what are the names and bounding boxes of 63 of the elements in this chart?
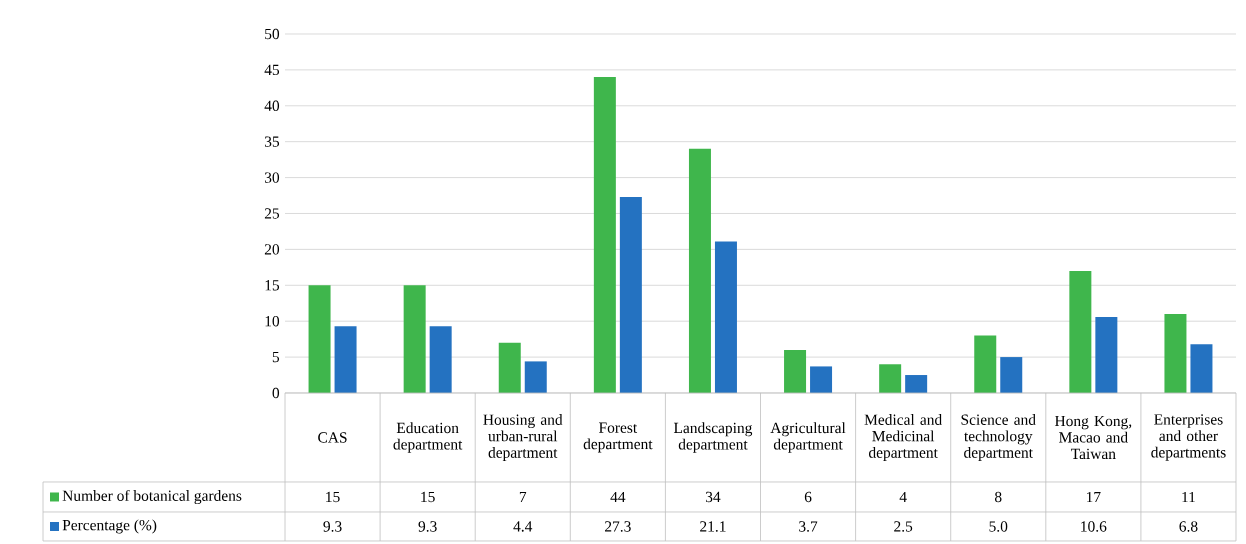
data-label: 27.3 <box>605 521 631 532</box>
data-label: 6.8 <box>1179 521 1198 532</box>
bar <box>905 375 928 393</box>
y-tick-label: 25 <box>264 208 280 219</box>
x-tick-label: Education department <box>393 422 463 453</box>
y-tick-label: 35 <box>264 136 280 147</box>
data-label: 7 <box>519 491 527 503</box>
data-label: 34 <box>705 491 721 503</box>
y-tick-label: 30 <box>264 172 280 183</box>
y-tick-label: 5 <box>272 351 280 363</box>
data-label: 9.3 <box>418 521 437 532</box>
y-tick-label: 10 <box>265 315 280 327</box>
x-tick-label: Science and technology department <box>961 414 1036 461</box>
bar <box>1000 357 1023 393</box>
bar <box>498 342 521 393</box>
data-label: 6 <box>804 491 812 503</box>
bar <box>524 361 547 393</box>
x-tick-label: Agricultural department <box>770 422 846 453</box>
data-label: 9.3 <box>323 521 342 532</box>
data-label: 5.0 <box>989 521 1008 532</box>
data-label: 3.7 <box>799 521 818 532</box>
x-tick-label: Forest department <box>583 422 653 453</box>
bar <box>403 285 426 393</box>
data-label: 8 <box>994 491 1002 503</box>
bar <box>308 285 331 393</box>
y-tick-label: 15 <box>265 280 280 291</box>
bar <box>334 326 357 393</box>
bar <box>1190 344 1213 393</box>
data-label: 4 <box>899 491 907 503</box>
data-label: 10.6 <box>1081 521 1107 532</box>
bar <box>1164 314 1187 393</box>
bar <box>974 335 997 393</box>
bar <box>619 196 642 393</box>
x-tick-label: Enterprises and other departments <box>1151 414 1226 461</box>
data-label: 2.5 <box>894 521 913 532</box>
y-tick-label: 45 <box>264 64 280 76</box>
data-label: 15 <box>421 491 435 503</box>
y-tick-label: 20 <box>264 244 280 255</box>
bar <box>1069 270 1092 393</box>
x-tick-label: Hong Kong, Macao and Taiwan <box>1054 415 1132 460</box>
data-label: 4.4 <box>513 521 533 532</box>
x-tick-label: Landscaping department <box>673 422 753 453</box>
bar <box>879 364 902 393</box>
data-label: 17 <box>1086 491 1101 503</box>
y-tick-label: 0 <box>272 387 280 399</box>
y-tick-label: 50 <box>265 28 280 40</box>
data-label: 21.1 <box>700 521 726 532</box>
y-tick-label: 40 <box>264 100 280 111</box>
x-tick-label: Medical and Medicinal department <box>864 414 942 461</box>
data-label: 15 <box>326 491 340 503</box>
x-tick-label: CAS <box>318 432 347 443</box>
x-tick-label: Housing and urban-rural department <box>483 414 563 461</box>
bar <box>714 241 737 393</box>
legend-label: Number of botanical gardens <box>62 489 242 505</box>
bar <box>688 148 711 393</box>
data-label: 44 <box>610 491 626 503</box>
bar <box>810 366 833 393</box>
bar <box>593 77 616 393</box>
legend-label: Percentage (%) <box>62 519 157 534</box>
data-label: 11 <box>1182 491 1195 503</box>
bar <box>1095 316 1118 393</box>
bar <box>784 349 807 393</box>
bar <box>429 326 452 393</box>
